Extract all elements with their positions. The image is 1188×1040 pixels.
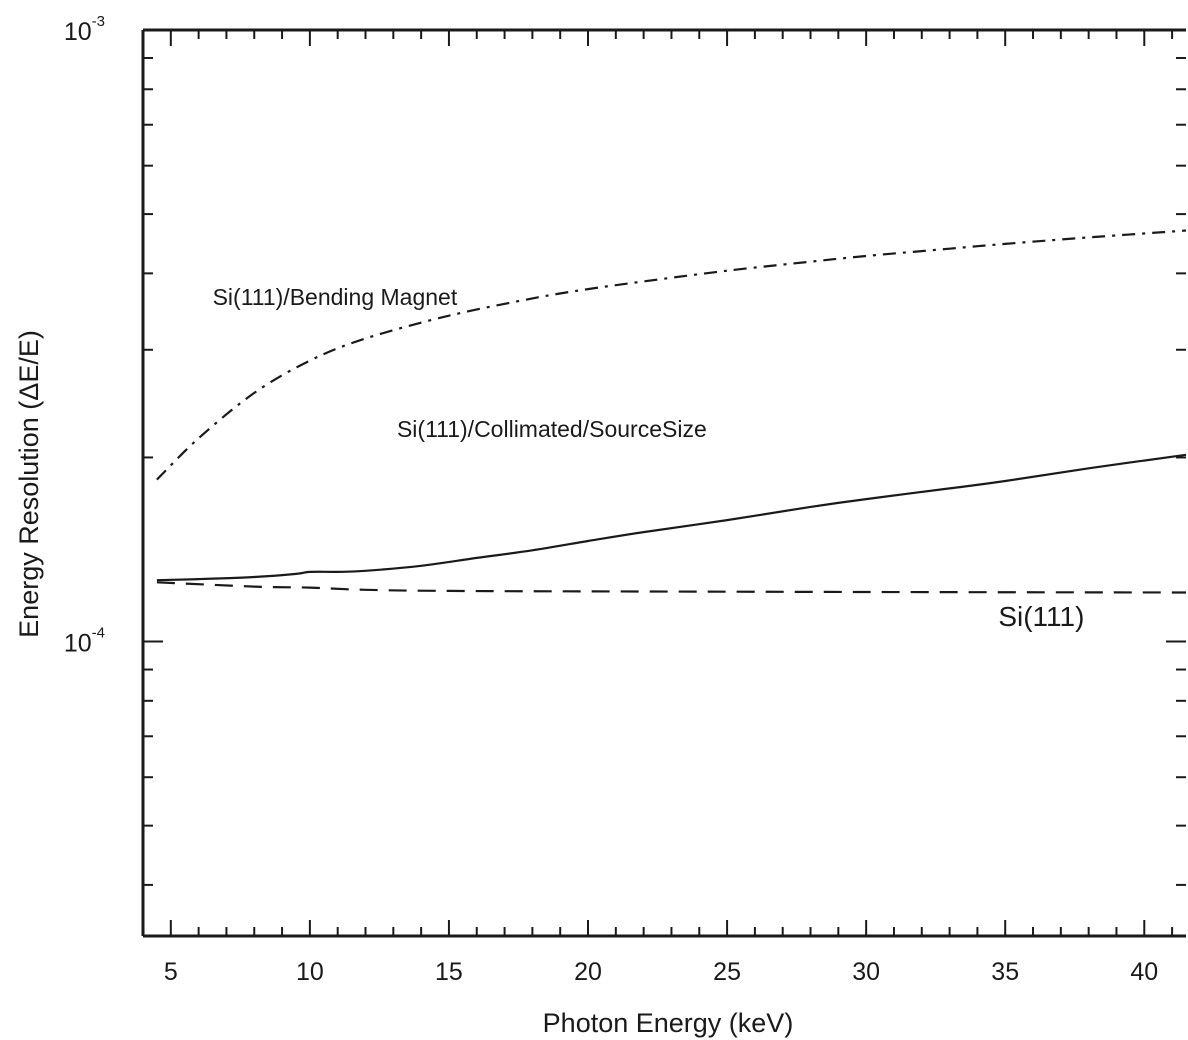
x-tick-label: 35 bbox=[991, 958, 1019, 986]
x-axis-ticks: 5 10 15 20 25 30 35 40 bbox=[142, 30, 1174, 986]
series-line-si-111-collimated-sourcesize bbox=[156, 453, 1187, 582]
series-layer bbox=[156, 229, 1187, 594]
x-tick-label: 5 bbox=[164, 958, 178, 986]
x-tick-label: 20 bbox=[574, 958, 602, 986]
y-tick-label: 10-3 bbox=[64, 13, 105, 46]
series-line-si-111-bending-magnet bbox=[156, 229, 1187, 481]
annotation-layer: Si(111)/Bending Magnet Si(111)/Collimated… bbox=[213, 284, 1085, 632]
series-annotation: Si(111)/Bending Magnet bbox=[213, 284, 458, 310]
x-tick-label: 10 bbox=[296, 958, 324, 986]
x-tick-label: 40 bbox=[1130, 958, 1158, 986]
plot-frame bbox=[141, 28, 1186, 938]
series-annotation: Si(111)/Collimated/SourceSize bbox=[397, 416, 707, 442]
y-tick-label: 10-4 bbox=[64, 625, 105, 658]
y-axis-ticks: 10-3 10-4 bbox=[64, 13, 1186, 886]
y-axis-title: Energy Resolution (ΔE/E) bbox=[14, 330, 44, 638]
x-axis-title: Photon Energy (keV) bbox=[543, 1008, 794, 1038]
x-tick-label: 30 bbox=[852, 958, 880, 986]
series-annotation: Si(111) bbox=[998, 601, 1084, 632]
x-tick-label: 25 bbox=[713, 958, 741, 986]
series-line-si-111 bbox=[156, 581, 1187, 594]
x-tick-label: 15 bbox=[435, 958, 463, 986]
